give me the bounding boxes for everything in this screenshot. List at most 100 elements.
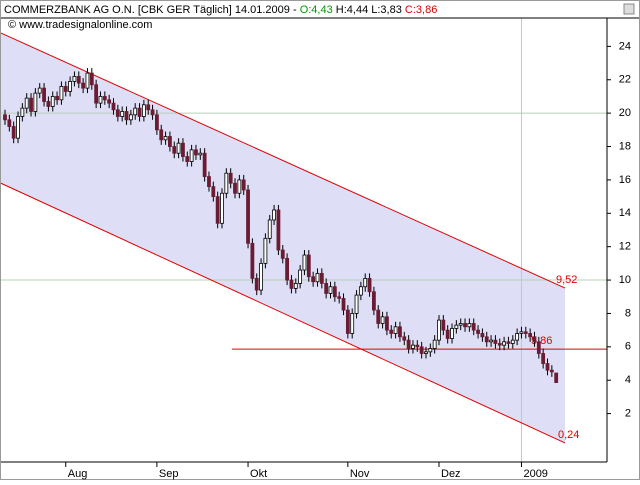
candle-body (506, 341, 511, 344)
candle-body (237, 179, 242, 194)
candle-body (16, 116, 20, 139)
candle-body (493, 339, 498, 344)
candle-body (115, 109, 120, 117)
candle-body (11, 126, 16, 139)
candle-body (68, 81, 72, 92)
candle-body (545, 363, 550, 371)
candle-body (63, 86, 68, 92)
candle-body (385, 316, 389, 331)
candle-body (72, 76, 77, 82)
candle-body (94, 84, 99, 104)
candle-body (37, 87, 42, 94)
candle-body (398, 326, 402, 338)
title-main: COMMERZBANK AG O.N. [CBK GER Täglich] 14… (4, 4, 297, 16)
candle-body (332, 286, 337, 298)
candle-body (549, 369, 554, 373)
candle-body (389, 329, 394, 334)
candle-body (233, 182, 237, 194)
candle-body (337, 296, 342, 299)
candle-body (315, 272, 320, 283)
candle-body (432, 339, 437, 349)
y-tick-label: 18 (619, 140, 631, 152)
candle-body (33, 92, 38, 112)
y-tick-label: 8 (625, 307, 631, 319)
candle-body (215, 196, 220, 224)
candle-body (59, 86, 64, 101)
channel-label: 0,24 (558, 429, 579, 441)
subtitle: © www.tradesignalonline.com (8, 19, 152, 31)
candle-body (159, 129, 164, 141)
candle-body (328, 286, 333, 294)
candle-body (20, 107, 25, 117)
candle-body (263, 237, 268, 264)
candle-body (107, 99, 112, 104)
candle-body (280, 249, 285, 259)
candle-body (50, 96, 55, 107)
candle-body (181, 142, 185, 157)
candle-body (128, 114, 133, 121)
y-tick-label: 24 (619, 40, 631, 52)
candle-body (89, 72, 94, 86)
y-tick-label: 6 (625, 341, 631, 353)
candle-body (324, 282, 329, 294)
y-tick-label: 2 (625, 408, 631, 420)
candle-body (454, 324, 459, 329)
candle-body (345, 309, 350, 334)
y-tick-label: 16 (619, 174, 631, 186)
candle-body (228, 172, 233, 184)
candle-body (102, 96, 107, 101)
x-tick-label: 2009 (523, 468, 547, 480)
candle-body (198, 152, 203, 156)
candle-body (419, 346, 424, 354)
x-tick-label: Aug (68, 468, 88, 480)
candle-body (29, 97, 33, 112)
candle-body (510, 339, 515, 344)
candle-body (224, 172, 229, 194)
candle-body (311, 276, 316, 283)
quote-close: C:3,86 (405, 4, 437, 16)
window-button[interactable] (623, 3, 635, 15)
candle-body (202, 152, 207, 177)
candle-body (254, 277, 259, 291)
candle-body (185, 156, 190, 162)
candle-body (502, 341, 507, 346)
candle-body (302, 254, 307, 271)
y-tick-label: 4 (625, 374, 631, 386)
x-tick-label: Okt (250, 468, 267, 480)
candle-body (380, 316, 385, 324)
candle-body (111, 102, 116, 111)
candle-body (523, 331, 528, 334)
y-tick-label: 20 (619, 107, 631, 119)
candle-body (554, 372, 559, 383)
candle-body (484, 336, 489, 343)
candle-body (133, 107, 138, 116)
candle-body (272, 209, 276, 221)
candle-body (367, 277, 372, 293)
candle-body (285, 257, 290, 281)
candle-body (406, 339, 411, 349)
candle-body (480, 333, 485, 338)
quote-open: O:4,43 (300, 4, 333, 16)
candle-body (276, 209, 281, 251)
channel-lower (0, 182, 566, 444)
candle-body (489, 339, 493, 343)
candle-body (24, 97, 29, 109)
chart-title: COMMERZBANK AG O.N. [CBK GER Täglich] 14… (4, 4, 437, 16)
candle-body (441, 319, 446, 331)
channel-upper (0, 32, 566, 289)
candle-body (267, 219, 272, 239)
candle-body (532, 336, 537, 343)
candle-body (168, 136, 172, 147)
candle-body (471, 323, 476, 331)
x-tick-label: Sep (159, 468, 179, 480)
candle-body (124, 111, 129, 121)
candle-body (46, 101, 51, 107)
candle-body (350, 313, 355, 334)
candle-body (528, 333, 533, 338)
candle-body (207, 176, 211, 187)
candle-body (7, 119, 12, 127)
candle-body (55, 96, 59, 101)
candle-body (437, 319, 441, 341)
candle-body (445, 329, 450, 339)
